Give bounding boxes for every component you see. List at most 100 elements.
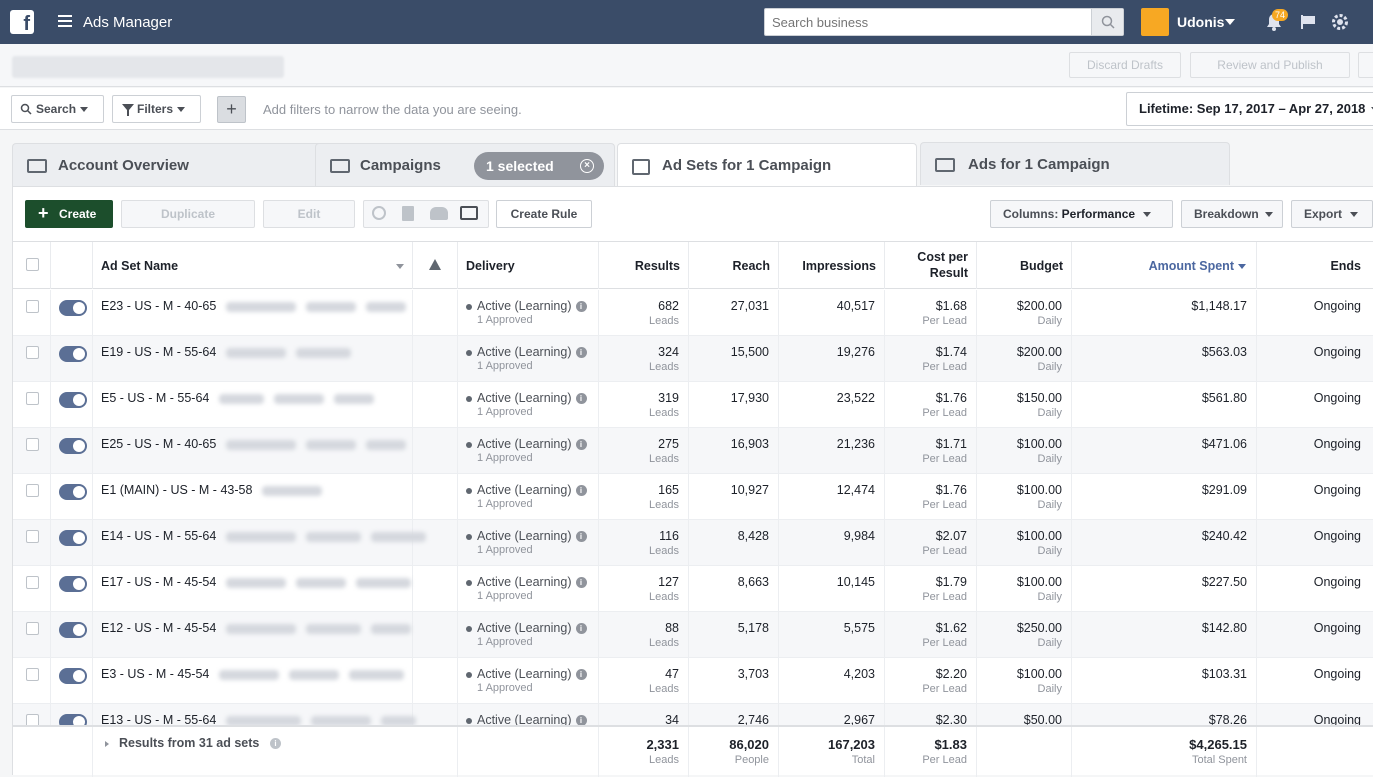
table-row[interactable]: E19 - US - M - 55-64 Active (Learning) i 1 … xyxy=(13,336,1373,382)
info-icon[interactable]: i xyxy=(575,439,587,451)
budget-cell[interactable]: $50.00 xyxy=(977,704,1072,725)
select-all-checkbox[interactable] xyxy=(26,258,39,271)
review-publish-button[interactable]: Review and Publish xyxy=(1190,52,1350,78)
create-rule-button[interactable]: Create Rule xyxy=(496,200,592,228)
ad-set-name-cell[interactable]: E25 - US - M - 40-65 xyxy=(93,428,413,474)
sort-desc-icon[interactable] xyxy=(1238,264,1246,269)
row-checkbox[interactable] xyxy=(26,484,39,497)
on-off-toggle[interactable] xyxy=(59,300,87,316)
audience-icon[interactable] xyxy=(430,207,448,220)
ad-set-name-cell[interactable]: E1 (MAIN) - US - M - 43-58 xyxy=(93,474,413,520)
on-off-toggle[interactable] xyxy=(59,530,87,546)
on-off-toggle[interactable] xyxy=(59,714,87,725)
export-button[interactable]: Export xyxy=(1291,200,1373,228)
close-icon[interactable]: × xyxy=(580,159,594,173)
ad-set-name-cell[interactable]: E13 - US - M - 55-64 xyxy=(93,704,417,725)
tab-ad-sets[interactable]: Ad Sets for 1 Campaign xyxy=(617,143,917,187)
row-checkbox[interactable] xyxy=(26,668,39,681)
search-filter-button[interactable]: Search xyxy=(11,95,104,123)
chevron-down-icon[interactable] xyxy=(1225,19,1235,25)
budget-cell[interactable]: $100.00 Daily xyxy=(977,658,1072,704)
filters-button[interactable]: Filters xyxy=(112,95,201,123)
row-checkbox[interactable] xyxy=(26,392,39,405)
trash-icon[interactable] xyxy=(402,206,414,221)
table-row[interactable]: E13 - US - M - 55-64 Active (Learning) i 34… xyxy=(13,704,1373,725)
info-icon[interactable]: i xyxy=(575,485,587,497)
ad-set-name[interactable]: E3 - US - M - 45-54 xyxy=(101,667,405,681)
ad-set-name[interactable]: E25 - US - M - 40-65 xyxy=(101,437,407,451)
tab-ads[interactable]: Ads for 1 Campaign xyxy=(920,142,1230,185)
selected-pill[interactable]: 1 selected × xyxy=(474,152,604,180)
on-off-toggle[interactable] xyxy=(59,622,87,638)
info-icon[interactable]: i xyxy=(575,623,587,635)
on-off-toggle[interactable] xyxy=(59,576,87,592)
columns-button[interactable]: Columns: Performance xyxy=(990,200,1173,228)
refresh-icon[interactable] xyxy=(372,206,386,220)
info-icon[interactable]: i xyxy=(575,531,587,543)
on-off-toggle[interactable] xyxy=(59,346,87,362)
search-business-input[interactable] xyxy=(765,9,1091,35)
ad-set-name-cell[interactable]: E17 - US - M - 45-54 xyxy=(93,566,413,612)
ad-set-name[interactable]: E13 - US - M - 55-64 xyxy=(101,713,417,725)
column-header-budget[interactable]: Budget xyxy=(977,242,1072,289)
add-filter-button[interactable]: + xyxy=(217,96,246,123)
table-row[interactable]: E1 (MAIN) - US - M - 43-58 Active (Learni… xyxy=(13,474,1373,520)
table-row[interactable]: E14 - US - M - 55-64 Active (Learning) i 1 … xyxy=(13,520,1373,566)
row-checkbox[interactable] xyxy=(26,714,39,725)
ad-set-name-cell[interactable]: E5 - US - M - 55-64 xyxy=(93,382,413,428)
ad-set-name[interactable]: E23 - US - M - 40-65 xyxy=(101,299,407,313)
budget-cell[interactable]: $150.00 Daily xyxy=(977,382,1072,428)
date-range-button[interactable]: Lifetime: Sep 17, 2017 – Apr 27, 2018 xyxy=(1126,92,1373,126)
budget-cell[interactable]: $100.00 Daily xyxy=(977,566,1072,612)
budget-cell[interactable]: $100.00 Daily xyxy=(977,474,1072,520)
flag-icon[interactable] xyxy=(1300,14,1316,30)
row-checkbox[interactable] xyxy=(26,346,39,359)
gear-icon[interactable] xyxy=(1330,12,1350,32)
row-checkbox[interactable] xyxy=(26,438,39,451)
row-checkbox[interactable] xyxy=(26,622,39,635)
info-icon[interactable]: i xyxy=(575,347,587,359)
column-header-ends[interactable]: Ends xyxy=(1257,242,1373,289)
row-checkbox[interactable] xyxy=(26,300,39,313)
info-icon[interactable]: i xyxy=(575,669,587,681)
column-header-impressions[interactable]: Impressions xyxy=(779,242,885,289)
row-checkbox[interactable] xyxy=(26,530,39,543)
user-name[interactable]: Udonis xyxy=(1177,14,1225,30)
budget-cell[interactable]: $200.00 Daily xyxy=(977,290,1072,336)
ad-set-name-cell[interactable]: E12 - US - M - 45-54 xyxy=(93,612,413,658)
edit-button[interactable]: Edit xyxy=(263,200,355,228)
info-icon[interactable]: i xyxy=(575,577,587,589)
column-header-results[interactable]: Results xyxy=(599,242,689,289)
row-checkbox[interactable] xyxy=(26,576,39,589)
tab-account-overview[interactable]: Account Overview xyxy=(12,143,322,186)
on-off-toggle[interactable] xyxy=(59,668,87,684)
table-row[interactable]: E5 - US - M - 55-64 Active (Learning) i 1 A… xyxy=(13,382,1373,428)
sort-icon[interactable] xyxy=(396,264,404,269)
search-button[interactable] xyxy=(1091,9,1123,35)
ad-set-name[interactable]: E19 - US - M - 55-64 xyxy=(101,345,352,359)
account-selector[interactable] xyxy=(12,56,284,78)
info-icon[interactable]: i xyxy=(270,738,281,749)
on-off-toggle[interactable] xyxy=(59,438,87,454)
budget-cell[interactable]: $100.00 Daily xyxy=(977,520,1072,566)
create-button[interactable]: + Create xyxy=(25,200,113,228)
ad-set-name[interactable]: E12 - US - M - 45-54 xyxy=(101,621,412,635)
column-header-reach[interactable]: Reach xyxy=(689,242,779,289)
expand-icon[interactable] xyxy=(105,741,109,747)
column-header-delivery[interactable]: Delivery xyxy=(458,242,599,289)
ad-set-name-cell[interactable]: E3 - US - M - 45-54 xyxy=(93,658,413,704)
budget-cell[interactable]: $250.00 Daily xyxy=(977,612,1072,658)
budget-cell[interactable]: $200.00 Daily xyxy=(977,336,1072,382)
menu-icon[interactable] xyxy=(58,15,72,30)
avatar[interactable] xyxy=(1141,8,1169,36)
table-row[interactable]: E12 - US - M - 45-54 Active (Learning) i 1 … xyxy=(13,612,1373,658)
ad-set-name-cell[interactable]: E23 - US - M - 40-65 xyxy=(93,290,413,336)
settings-button[interactable] xyxy=(1358,52,1373,78)
budget-cell[interactable]: $100.00 Daily xyxy=(977,428,1072,474)
info-icon[interactable]: i xyxy=(575,393,587,405)
column-header-name[interactable]: Ad Set Name xyxy=(93,242,413,289)
column-header-warning[interactable] xyxy=(413,242,458,289)
on-off-toggle[interactable] xyxy=(59,392,87,408)
chart-icon[interactable] xyxy=(460,206,478,220)
ad-set-name[interactable]: E1 (MAIN) - US - M - 43-58 xyxy=(101,483,323,497)
